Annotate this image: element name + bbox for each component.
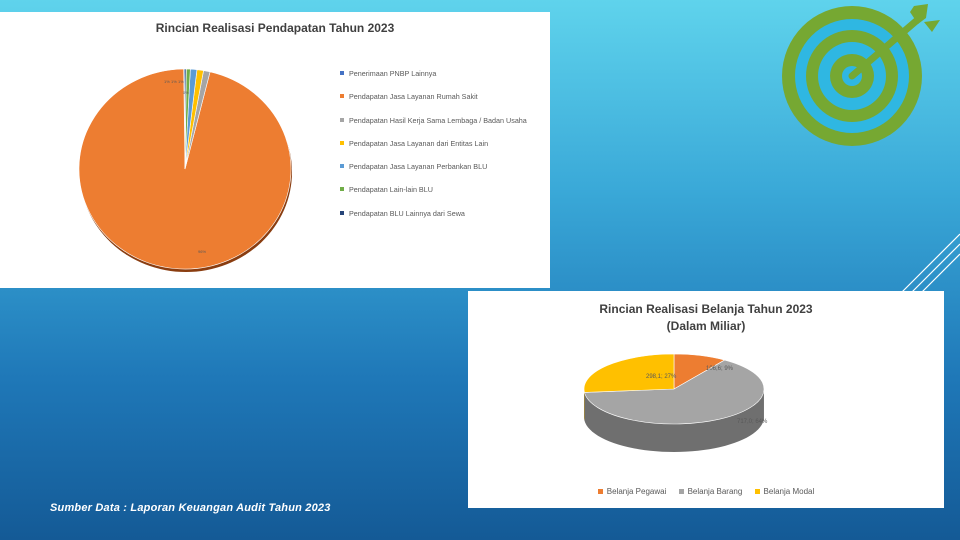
expense-pie-chart: 106,6; 9% 717,0; 64% 298,1; 27%: [583, 353, 768, 452]
legend-item: Penerimaan PNBP Lainnya: [340, 69, 530, 78]
source-caption: Sumber Data : Laporan Keuangan Audit Tah…: [50, 502, 331, 514]
legend-label: Pendapatan BLU Lainnya dari Sewa: [349, 208, 465, 218]
income-slice-6: [184, 68, 187, 170]
expense-chart-title: Rincian Realisasi Belanja Tahun 2023 (Da…: [468, 301, 944, 335]
legend-item: Pendapatan Jasa Layanan Rumah Sakit: [340, 92, 530, 101]
legend-swatch: [597, 489, 603, 495]
income-data-label: 1%: [164, 79, 170, 84]
legend-item: Pendapatan Hasil Kerja Sama Lembaga / Ba…: [340, 116, 530, 125]
legend-swatch: [340, 117, 344, 122]
legend-swatch: [340, 140, 344, 145]
legend-item: Belanja Pegawai: [597, 487, 667, 496]
legend-label: Pendapatan Lain-lain BLU: [349, 185, 433, 195]
expense-data-label: 106,6; 9%: [706, 366, 734, 372]
expense-slice-side: [584, 390, 764, 452]
expense-title-line1: Rincian Realisasi Belanja Tahun 2023: [599, 302, 813, 316]
legend-swatch: [340, 187, 344, 192]
legend-swatch: [340, 164, 344, 169]
legend-item: Pendapatan Jasa Layanan Perbankan BLU: [340, 162, 530, 171]
income-chart-panel: Rincian Realisasi Pendapatan Tahun 2023 …: [0, 12, 550, 288]
expense-title-line2: (Dalam Miliar): [666, 319, 746, 333]
legend-label: Pendapatan Jasa Layanan Rumah Sakit: [349, 92, 478, 102]
legend-swatch: [340, 94, 344, 99]
income-data-label: 1%: [178, 79, 184, 84]
legend-label: Belanja Pegawai: [606, 487, 667, 496]
legend-label: Pendapatan Hasil Kerja Sama Lembaga / Ba…: [349, 115, 527, 125]
legend-label: Penerimaan PNBP Lainnya: [349, 69, 437, 78]
legend-item: Pendapatan Lain-lain BLU: [340, 185, 530, 194]
legend-swatch: [678, 489, 684, 495]
legend-label: Pendapatan Jasa Layanan Perbankan BLU: [349, 162, 488, 172]
legend-swatch: [340, 71, 344, 75]
income-data-label: 96%: [198, 249, 206, 254]
expense-chart-panel: Rincian Realisasi Belanja Tahun 2023 (Da…: [468, 291, 944, 508]
expense-legend: Belanja Pegawai Belanja Barang Belanja M…: [468, 487, 944, 496]
income-data-label: 1%: [171, 79, 177, 84]
income-data-label: 0%: [183, 90, 189, 95]
expense-data-label: 717,0; 64%: [737, 419, 768, 425]
expense-slice-1: [584, 359, 765, 425]
legend-item: Belanja Modal: [754, 487, 815, 496]
income-chart-title: Rincian Realisasi Pendapatan Tahun 2023: [155, 21, 395, 35]
target-icon: [782, 4, 940, 146]
income-legend: Penerimaan PNBP Lainnya Pendapatan Jasa …: [340, 69, 530, 232]
legend-swatch: [754, 489, 760, 495]
expense-slice-2: [583, 353, 675, 393]
legend-swatch: [340, 210, 344, 215]
legend-label: Belanja Barang: [687, 487, 743, 496]
income-pie-chart: 96% 1% 1% 1% 0%: [78, 68, 292, 272]
legend-label: Pendapatan Jasa Layanan dari Entitas Lai…: [349, 138, 489, 148]
legend-label: Belanja Modal: [763, 487, 815, 496]
legend-item: Pendapatan BLU Lainnya dari Sewa: [340, 209, 530, 218]
decorative-lines: [901, 233, 960, 293]
legend-item: Belanja Barang: [678, 487, 743, 496]
expense-data-label: 298,1; 27%: [646, 374, 677, 380]
legend-item: Pendapatan Jasa Layanan dari Entitas Lai…: [340, 139, 530, 148]
